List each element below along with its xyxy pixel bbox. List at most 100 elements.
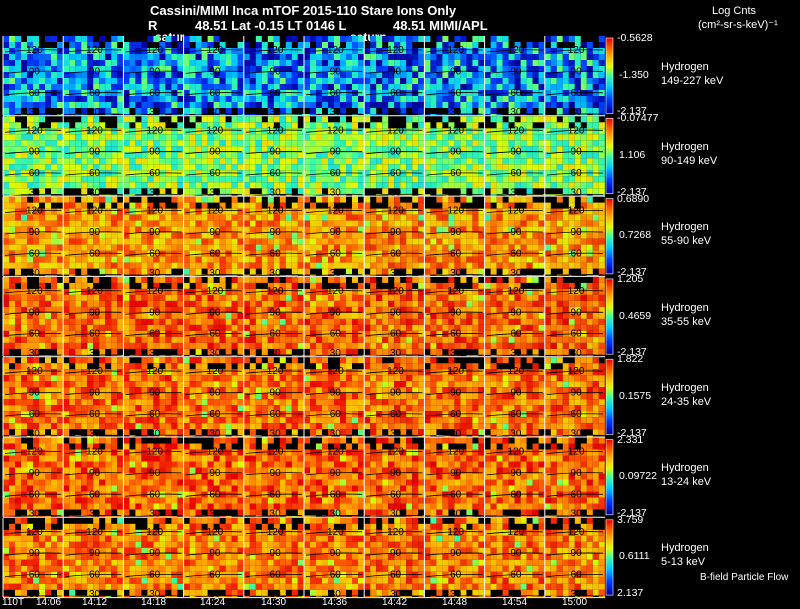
contour-line xyxy=(185,209,242,213)
heatmap-cell xyxy=(27,288,33,295)
heatmap-cell xyxy=(105,324,112,331)
heatmap-cell xyxy=(310,176,316,183)
heatmap-cell xyxy=(586,60,593,66)
heatmap-cell xyxy=(556,146,563,153)
heatmap-cell xyxy=(165,96,172,102)
heatmap-cell xyxy=(51,102,57,108)
heatmap-cell xyxy=(57,188,63,195)
heatmap-cell xyxy=(580,96,587,102)
heatmap-cell xyxy=(580,78,587,84)
heatmap-cell xyxy=(225,274,232,276)
heatmap-cell xyxy=(231,238,238,245)
heatmap-cell xyxy=(195,60,202,66)
contour-label: 30 xyxy=(29,188,41,199)
contour-line xyxy=(185,49,242,53)
heatmap-cell xyxy=(412,72,419,78)
heatmap-cell xyxy=(225,226,232,233)
heatmap-cell xyxy=(538,116,545,123)
heatmap-cell xyxy=(183,146,190,153)
heatmap-cell xyxy=(538,78,545,84)
heatmap-cell xyxy=(147,36,154,42)
heatmap-cell xyxy=(249,152,256,159)
heatmap-cell xyxy=(400,226,407,233)
heatmap-cell xyxy=(21,300,27,307)
heatmap-cell xyxy=(304,90,310,96)
heatmap-cell xyxy=(442,48,449,54)
heatmap-cell xyxy=(550,182,557,189)
heatmap-cell xyxy=(388,214,395,221)
heatmap-cell xyxy=(99,102,106,108)
heatmap-cell xyxy=(75,152,82,159)
contour-label: 120 xyxy=(508,125,525,136)
heatmap-cell xyxy=(598,262,605,269)
heatmap-cell xyxy=(9,90,15,96)
heatmap-cell xyxy=(580,102,587,108)
heatmap-cell xyxy=(15,226,21,233)
heatmap-cell xyxy=(231,176,238,183)
heatmap-cell xyxy=(592,134,599,141)
heatmap-cell xyxy=(165,182,172,189)
heatmap-cell xyxy=(382,208,389,215)
heatmap-cell xyxy=(568,158,575,165)
heatmap-cell xyxy=(466,146,473,153)
heatmap-cell xyxy=(33,72,39,78)
heatmap-cell xyxy=(412,78,419,84)
heatmap-cell xyxy=(412,232,419,239)
heatmap-cell xyxy=(598,48,605,54)
heatmap-cell xyxy=(129,238,136,245)
heatmap-cell xyxy=(147,146,154,153)
heatmap-cell xyxy=(472,244,479,251)
heatmap-cell xyxy=(586,170,593,177)
heatmap-cell xyxy=(574,214,581,221)
heatmap-cell xyxy=(382,54,389,60)
heatmap-cell xyxy=(544,250,551,257)
heatmap-cell xyxy=(147,122,154,129)
heatmap-cell xyxy=(508,164,515,171)
heatmap-cell xyxy=(574,244,581,251)
heatmap-cell xyxy=(9,176,15,183)
contour-label: 120 xyxy=(86,206,103,217)
heatmap-cell xyxy=(340,170,346,177)
heatmap-cell xyxy=(111,348,118,355)
heatmap-cell xyxy=(436,232,443,239)
heatmap-cell xyxy=(171,84,178,90)
heatmap-cell xyxy=(304,220,310,227)
heatmap-cell xyxy=(442,152,449,159)
heatmap-cell xyxy=(279,158,286,165)
heatmap-cell xyxy=(147,256,154,263)
heatmap-cell xyxy=(129,330,136,337)
heatmap-cell xyxy=(117,36,124,42)
heatmap-cell xyxy=(219,170,226,177)
heatmap-cell xyxy=(111,42,118,48)
heatmap-cell xyxy=(502,176,509,183)
heatmap-cell xyxy=(117,202,124,209)
heatmap-cell xyxy=(466,140,473,147)
heatmap-cell xyxy=(51,276,57,283)
heatmap-cell xyxy=(466,164,473,171)
heatmap-cell xyxy=(147,348,154,355)
contour-label: 90 xyxy=(29,227,41,238)
heatmap-cell xyxy=(75,318,82,325)
heatmap-cell xyxy=(135,348,142,355)
heatmap-cell xyxy=(261,60,268,66)
heatmap-cell xyxy=(135,342,142,349)
heatmap-cell xyxy=(201,318,208,325)
heatmap-cell xyxy=(123,336,130,343)
heatmap-cell xyxy=(225,268,232,275)
heatmap-cell xyxy=(51,208,57,215)
heatmap-cell xyxy=(418,220,425,227)
heatmap-cell xyxy=(279,202,286,209)
heatmap-cell xyxy=(454,60,461,66)
heatmap-cell xyxy=(592,114,599,116)
heatmap-cell xyxy=(195,324,202,331)
contour-line xyxy=(125,49,182,53)
heatmap-cell xyxy=(586,72,593,78)
heatmap-cell xyxy=(177,256,184,263)
heatmap-cell xyxy=(141,220,148,227)
heatmap-cell xyxy=(267,256,274,263)
heatmap-cell xyxy=(15,256,21,263)
contour-label: 60 xyxy=(149,168,161,179)
heatmap-cell xyxy=(141,146,148,153)
